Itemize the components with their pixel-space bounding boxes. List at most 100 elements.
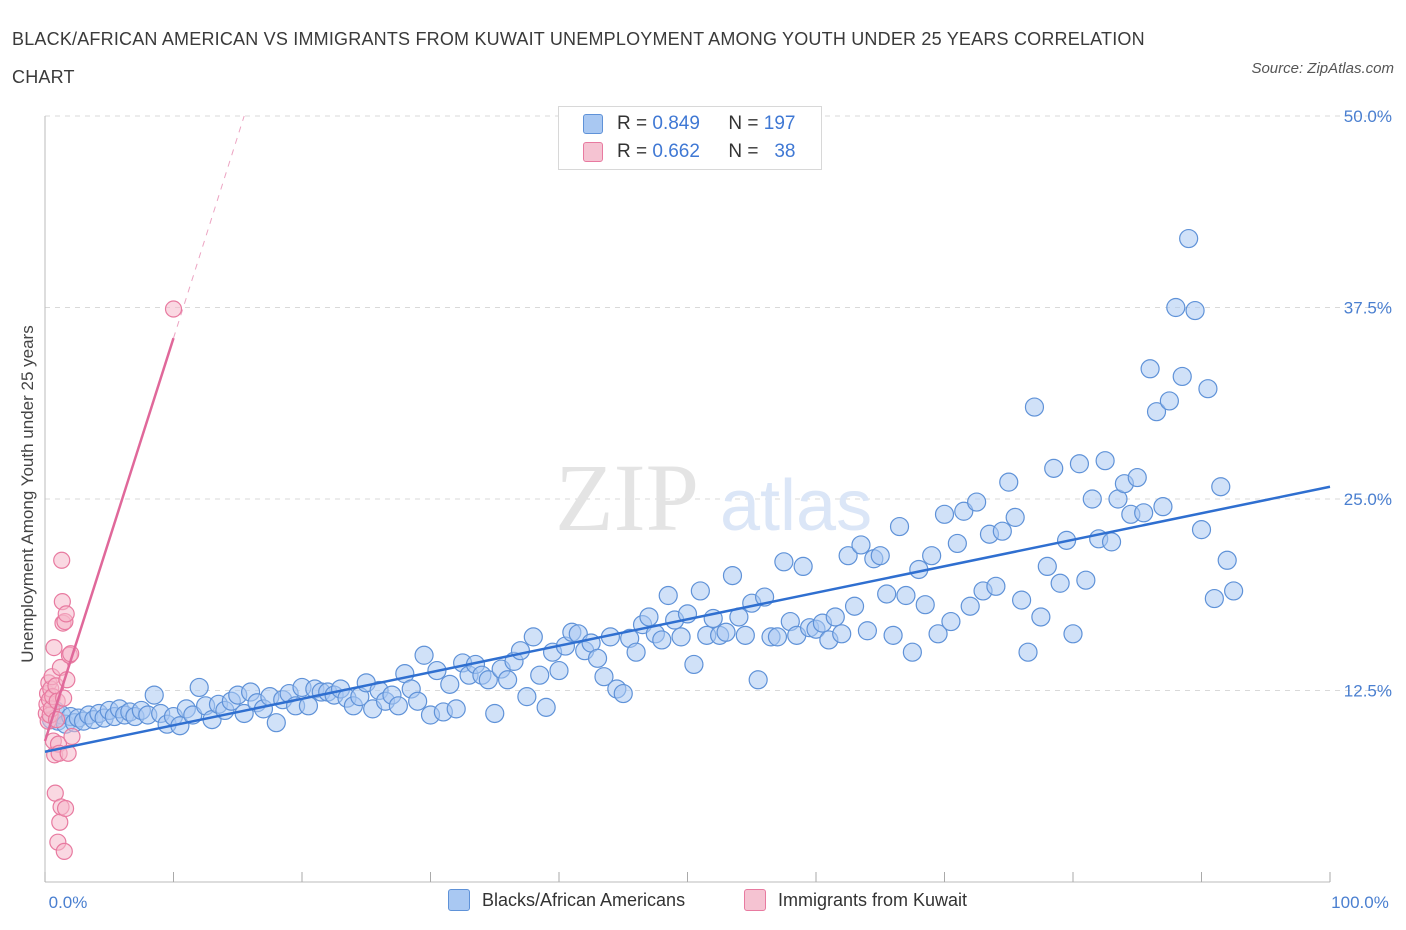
legend-r-value: 0.849 (652, 113, 700, 134)
point-kuwait (45, 639, 63, 657)
source-credit: Source: ZipAtlas.com (1251, 60, 1394, 77)
point-blacks (1153, 497, 1173, 517)
watermark-zip: ZIP (555, 444, 699, 551)
point-blacks (485, 703, 505, 724)
point-blacks (851, 535, 871, 555)
trend-line-blacks (44, 485, 1331, 754)
bottom-legend-swatch-blue (448, 889, 470, 911)
point-blacks (1146, 402, 1167, 422)
grid-lines (45, 115, 1392, 691)
point-blacks (877, 584, 897, 604)
point-blacks (960, 596, 980, 616)
y-axis-label: Unemployment Among Youth under 25 years (18, 325, 37, 662)
legend-swatch-blue (583, 114, 603, 134)
point-blacks (144, 685, 164, 705)
y-tick-label: 37.5% (1344, 299, 1392, 318)
point-blacks (825, 607, 845, 627)
legend-r-label: R = (617, 113, 648, 134)
point-blacks (947, 533, 967, 554)
point-blacks (832, 624, 852, 644)
legend-swatch-pink (583, 142, 603, 162)
point-blacks (1050, 573, 1070, 593)
point-kuwait (164, 300, 183, 318)
point-blacks (1076, 570, 1096, 590)
point-blacks (626, 642, 646, 662)
point-blacks (870, 546, 890, 566)
point-blacks (857, 621, 878, 641)
point-blacks (722, 565, 743, 586)
point-blacks (896, 585, 916, 606)
point-blacks (716, 622, 736, 642)
y-tick-label: 50.0% (1344, 107, 1392, 126)
point-blacks (414, 645, 434, 665)
point-blacks (517, 687, 537, 707)
point-blacks (1044, 458, 1064, 478)
legend-n-value: 38 (774, 141, 796, 162)
point-blacks (408, 691, 428, 711)
point-blacks (986, 576, 1006, 596)
point-blacks (941, 611, 961, 632)
point-blacks (999, 472, 1019, 492)
axes (44, 116, 1331, 883)
y-tick-label: 12.5% (1344, 682, 1392, 701)
point-blacks (1185, 300, 1205, 321)
point-blacks (639, 607, 659, 627)
point-kuwait (56, 799, 75, 818)
point-blacks (510, 641, 531, 661)
point-blacks (536, 697, 556, 717)
point-kuwait (63, 727, 81, 746)
series-kuwait-points (37, 300, 183, 860)
point-blacks (1069, 454, 1090, 474)
point-blacks (530, 665, 550, 685)
point-blacks (440, 674, 460, 694)
point-blacks (793, 556, 813, 577)
legend-n-value: 197 (763, 113, 796, 134)
point-blacks (652, 630, 672, 650)
point-blacks (684, 654, 704, 675)
point-blacks (1224, 581, 1244, 601)
point-blacks (844, 596, 865, 616)
point-blacks (992, 521, 1012, 541)
point-kuwait (53, 551, 71, 569)
y-tick-label: 25.0% (1344, 490, 1392, 509)
legend-box: R = 0.849 N = 197 R = 0.662 N = 38 (558, 106, 822, 170)
bottom-legend-swatch-pink (744, 889, 766, 911)
point-blacks (1095, 451, 1115, 471)
point-blacks (1159, 391, 1179, 411)
point-blacks (934, 504, 955, 524)
point-blacks (1134, 503, 1154, 523)
point-blacks (594, 667, 614, 687)
bottom-legend-label-blacks: Blacks/African Americans (482, 889, 686, 910)
point-blacks (388, 696, 408, 716)
point-blacks (478, 670, 498, 690)
point-blacks (498, 670, 518, 690)
point-blacks (1101, 532, 1122, 552)
point-blacks (1024, 397, 1045, 417)
point-blacks (1031, 607, 1051, 627)
point-blacks (838, 546, 858, 566)
point-kuwait (55, 842, 73, 860)
point-blacks (549, 660, 569, 681)
point-blacks (1217, 550, 1237, 570)
point-blacks (1011, 590, 1032, 610)
point-blacks (767, 627, 788, 647)
point-blacks (1191, 520, 1212, 540)
point-blacks (922, 546, 942, 566)
point-blacks (446, 699, 466, 719)
point-blacks (1005, 507, 1025, 527)
legend-row-kuwait: R = 0.662 N = 38 (583, 139, 795, 165)
point-blacks (613, 683, 633, 704)
point-blacks (889, 516, 910, 537)
x-tick-labels: 0.0% 100.0% (49, 893, 1389, 912)
trend-line-kuwait-extension (173, 115, 245, 339)
point-blacks (1063, 624, 1083, 644)
point-blacks (658, 585, 678, 606)
x-tick-label: 100.0% (1331, 893, 1389, 912)
legend-r-label: R = (617, 141, 648, 162)
point-blacks (1179, 228, 1199, 249)
point-blacks (735, 625, 755, 645)
x-tick-label: 0.0% (49, 893, 88, 912)
y-tick-labels: 12.5% 25.0% 37.5% 50.0% (1344, 107, 1392, 701)
chart-title: BLACK/AFRICAN AMERICAN VS IMMIGRANTS FRO… (12, 29, 1145, 87)
